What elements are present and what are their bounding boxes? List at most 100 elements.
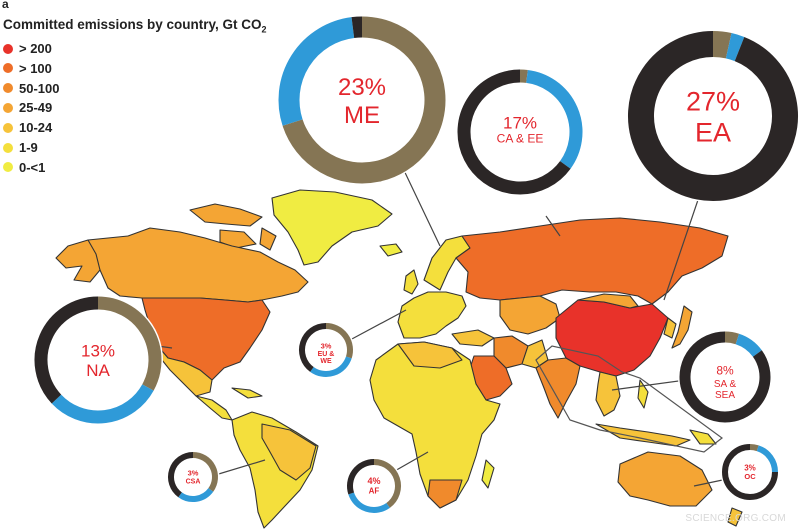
legend-label: 1-9 bbox=[19, 140, 38, 156]
legend-swatch bbox=[3, 83, 13, 94]
donut-euwe: 3%EU &WE bbox=[297, 321, 355, 379]
donut-percent-label: 13% bbox=[81, 342, 115, 361]
donut-segment-black bbox=[347, 459, 375, 495]
donut-me: 23%ME bbox=[277, 15, 447, 185]
australia bbox=[617, 451, 713, 507]
leader-ea bbox=[663, 193, 701, 301]
donut-percent-label: 3% bbox=[188, 469, 199, 478]
leader-euwe bbox=[349, 309, 407, 341]
legend: Committed emissions by country, Gt CO2 >… bbox=[3, 17, 267, 177]
donut-percent-label: 17% bbox=[503, 114, 537, 133]
donut-segment-blue bbox=[348, 492, 390, 513]
japan bbox=[671, 305, 693, 349]
donut-segment-brown bbox=[724, 331, 740, 345]
legend-title: Committed emissions by country, Gt CO2 bbox=[3, 17, 267, 35]
greenland bbox=[271, 189, 393, 266]
donut-region-label: CSA bbox=[186, 479, 201, 486]
donut-segment-blue bbox=[178, 487, 214, 502]
south-africa bbox=[427, 479, 463, 509]
mexico bbox=[155, 343, 213, 397]
legend-item: 1-9 bbox=[3, 138, 267, 158]
donut-oc: 3%OC bbox=[720, 442, 780, 502]
donut-segment-black bbox=[722, 444, 778, 500]
new-zealand bbox=[727, 507, 743, 527]
legend-label: 25-49 bbox=[19, 100, 53, 116]
donut-segment-brown bbox=[749, 443, 759, 452]
legend-swatch bbox=[3, 122, 13, 133]
leader-me bbox=[399, 161, 441, 247]
donut-segment-blue bbox=[310, 356, 352, 377]
donut-percent-label: 23% bbox=[338, 74, 386, 101]
donut-segment-black bbox=[457, 69, 571, 195]
brazil bbox=[261, 423, 317, 481]
southeast-asia bbox=[595, 371, 621, 417]
donut-background bbox=[33, 295, 163, 425]
europe bbox=[397, 291, 467, 339]
donut-segment-brown bbox=[282, 16, 446, 184]
donut-region-label: OC bbox=[744, 472, 756, 481]
donut-percent-label: 3% bbox=[321, 342, 332, 351]
donut-segment-brown bbox=[373, 459, 401, 508]
papua-new-guinea bbox=[689, 429, 717, 445]
legend-item: 25-49 bbox=[3, 98, 267, 118]
legend-item: 0-<1 bbox=[3, 157, 267, 177]
donut-percent-label: 3% bbox=[744, 463, 756, 472]
legend-label: > 100 bbox=[19, 60, 52, 76]
legend-swatch bbox=[3, 43, 13, 54]
donut-region-label: ME bbox=[344, 102, 380, 129]
donut-segment-brown bbox=[97, 296, 162, 391]
philippines bbox=[637, 379, 649, 409]
donut-background bbox=[720, 442, 780, 502]
legend-item: 50-100 bbox=[3, 78, 267, 98]
madagascar bbox=[481, 459, 495, 489]
turkey bbox=[451, 329, 495, 347]
legend-item: > 100 bbox=[3, 58, 267, 78]
donut-segment-blue bbox=[735, 333, 762, 357]
donut-region-label: EA bbox=[695, 118, 731, 148]
sa-sea-region-outline bbox=[535, 345, 723, 453]
donut-region-label: SA & bbox=[714, 379, 737, 390]
central-asia bbox=[499, 295, 561, 335]
donut-na: 13%NA bbox=[33, 295, 163, 425]
africa bbox=[369, 341, 501, 509]
leader-caee bbox=[545, 215, 561, 237]
north-africa bbox=[397, 341, 463, 369]
indonesia bbox=[595, 423, 691, 447]
donut-region-label: NA bbox=[86, 361, 110, 380]
donut-region-label: SEA bbox=[715, 390, 735, 401]
canada bbox=[87, 227, 309, 303]
legend-swatch bbox=[3, 162, 13, 173]
donut-percent-label: 8% bbox=[716, 364, 734, 378]
watermark: SCIENCE.ORG.COM bbox=[685, 513, 786, 524]
caribbean-islands bbox=[231, 387, 263, 399]
donut-af: 4%AF bbox=[345, 457, 403, 515]
panel-letter: a bbox=[2, 0, 9, 11]
donut-segment-black bbox=[351, 16, 363, 39]
legend-label: > 200 bbox=[19, 41, 52, 57]
donut-percent-label: 27% bbox=[686, 87, 740, 117]
donut-ea: 27%EA bbox=[626, 29, 800, 203]
central-america bbox=[195, 395, 233, 421]
alaska bbox=[55, 239, 101, 283]
korea bbox=[663, 317, 677, 339]
donut-segment-blue bbox=[725, 33, 745, 62]
mongolia bbox=[577, 293, 639, 309]
legend-label: 50-100 bbox=[19, 80, 60, 96]
donut-segment-blue bbox=[51, 384, 154, 424]
donut-segment-black bbox=[679, 331, 771, 423]
russia bbox=[455, 217, 729, 305]
legend-item: 10-24 bbox=[3, 118, 267, 138]
donut-segment-brown bbox=[192, 452, 218, 492]
donut-segment-brown bbox=[325, 323, 353, 359]
donut-background bbox=[297, 321, 355, 379]
donut-csa: 3%CSA bbox=[166, 450, 220, 504]
donut-segment-brown bbox=[712, 30, 732, 59]
donut-segment-blue bbox=[756, 445, 778, 473]
donut-caee: 17%CA & EE bbox=[456, 68, 584, 196]
donut-segment-black bbox=[628, 31, 798, 201]
donut-region-label: CA & EE bbox=[497, 131, 544, 145]
donut-region-label: WE bbox=[320, 358, 332, 365]
donut-sasea: 8%SA &SEA bbox=[678, 330, 772, 424]
donut-segment-black bbox=[34, 296, 99, 404]
